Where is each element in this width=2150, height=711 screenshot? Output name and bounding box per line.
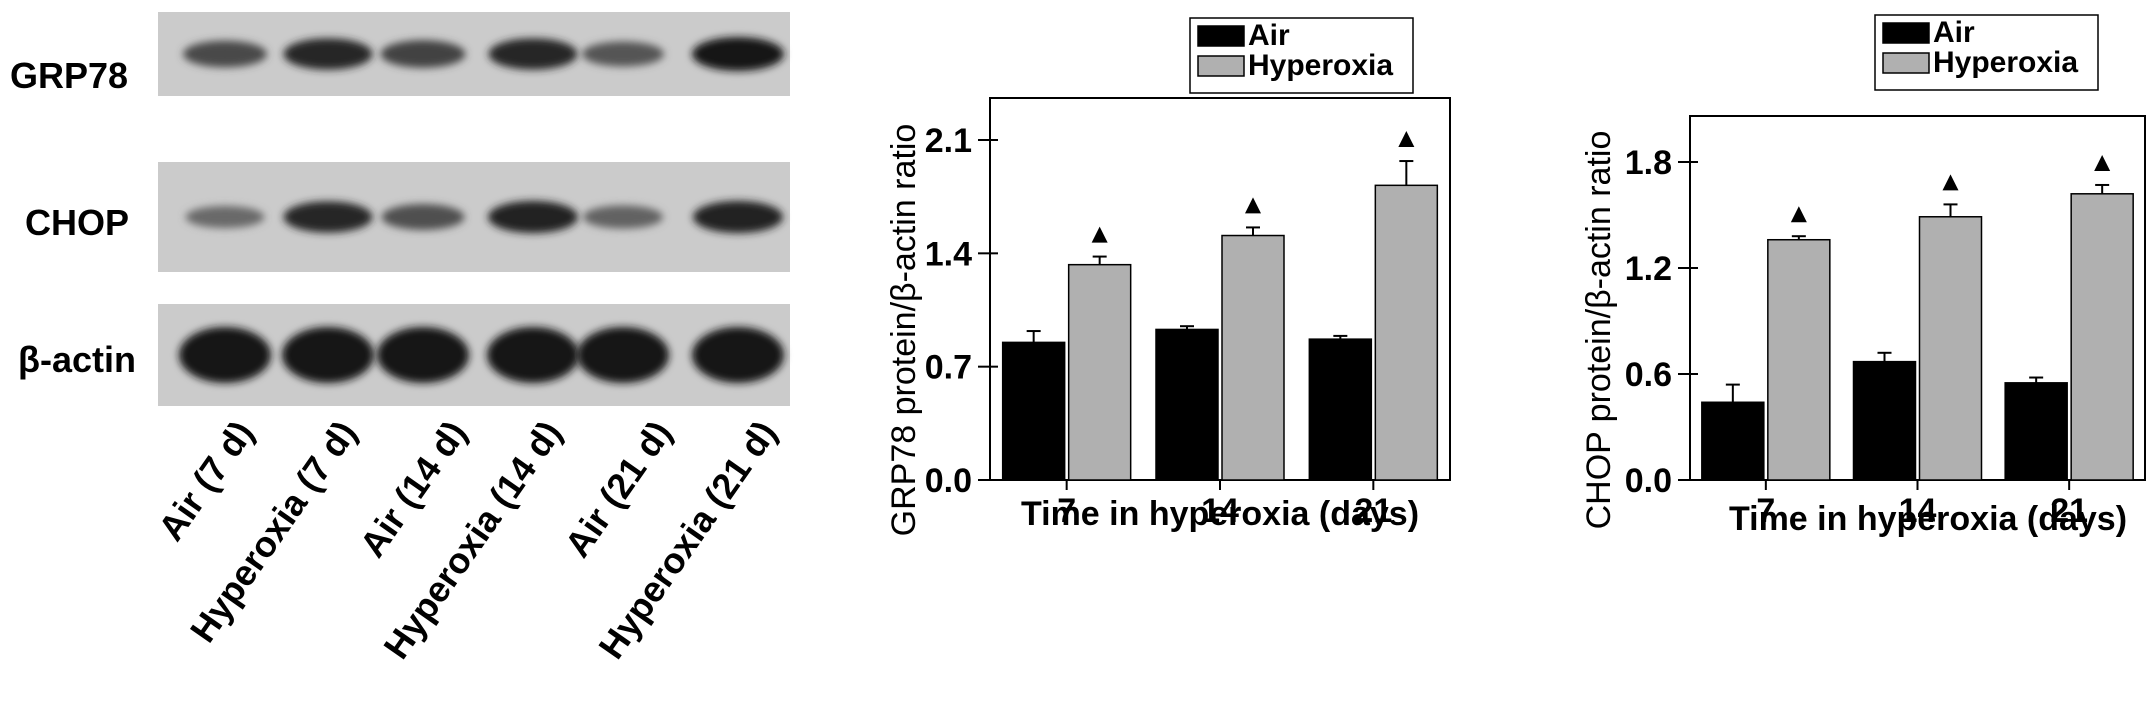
air-bar — [1852, 360, 1917, 481]
x-tick-label: 7 — [1756, 492, 1775, 530]
legend-entry: Hyperoxia — [1933, 46, 2078, 79]
x-tick-label: 21 — [2050, 492, 2088, 530]
blot-band — [577, 327, 669, 383]
y-tick-label: 1.2 — [1625, 250, 1672, 288]
y-tick-label: 0.6 — [1625, 356, 1672, 394]
y-tick-label: 0.0 — [925, 462, 972, 500]
blot-band — [380, 40, 466, 68]
x-axis-label: Time in hyperoxia (days) — [1021, 495, 1419, 533]
legend-swatch — [1882, 52, 1930, 74]
legend-entry: Air — [1248, 19, 1290, 52]
blot-band — [377, 327, 469, 383]
y-axis-label: GRP78 protein/β-actin ratio — [885, 124, 923, 537]
blot-band — [183, 40, 267, 68]
blot-band — [693, 200, 783, 234]
air-bar — [1001, 341, 1066, 481]
hyperoxia-bar — [2070, 193, 2134, 481]
blot-band — [179, 327, 271, 383]
y-tick-label: 0.7 — [925, 349, 972, 387]
hyperoxia-bar — [1374, 184, 1439, 481]
y-tick-label: 0.0 — [1625, 462, 1672, 500]
blot-band — [283, 201, 373, 233]
lane-label: Air (7 d) — [150, 413, 262, 548]
x-tick-label: 21 — [1354, 492, 1392, 530]
blot-band — [487, 327, 579, 383]
blot-row-label: GRP78 — [10, 55, 128, 96]
x-tick-label: 14 — [1201, 492, 1239, 530]
air-bar — [1701, 401, 1765, 481]
legend-swatch — [1197, 25, 1245, 47]
significance-triangle — [1790, 206, 1807, 223]
hyperoxia-bar — [1767, 238, 1831, 481]
blot-band — [282, 327, 374, 383]
blot-row-label: CHOP — [25, 202, 129, 243]
air-bar — [1155, 328, 1219, 481]
legend-swatch — [1882, 22, 1930, 44]
legend-swatch — [1197, 55, 1245, 77]
blot-band — [583, 205, 663, 229]
blot-band — [692, 327, 784, 383]
significance-triangle — [1398, 131, 1415, 148]
x-axis-label: Time in hyperoxia (days) — [1729, 500, 2127, 538]
significance-triangle — [1091, 226, 1108, 243]
blot-band — [488, 38, 578, 70]
y-tick-label: 2.1 — [925, 122, 972, 160]
blot-band — [381, 204, 465, 230]
y-tick-label: 1.4 — [925, 235, 972, 273]
hyperoxia-bar — [1918, 216, 1983, 481]
legend-entry: Hyperoxia — [1248, 49, 1393, 82]
hyperoxia-bar — [1221, 234, 1285, 481]
air-bar — [1308, 338, 1373, 481]
legend-entry: Air — [1933, 16, 1975, 49]
blot-band — [185, 205, 265, 229]
significance-triangle — [2094, 154, 2111, 171]
y-axis-label: CHOP protein/β-actin ratio — [1580, 131, 1618, 530]
blot-band — [488, 200, 578, 234]
air-bar — [2004, 382, 2068, 481]
blot-band — [692, 37, 784, 71]
lane-label: Hyperoxia (14 d) — [375, 413, 569, 666]
blot-band — [283, 38, 373, 70]
y-tick-label: 1.8 — [1625, 144, 1672, 182]
x-tick-label: 7 — [1057, 492, 1076, 530]
significance-triangle — [1942, 174, 1959, 191]
hyperoxia-bar — [1067, 263, 1132, 481]
blot-row-label: β-actin — [18, 339, 136, 380]
significance-triangle — [1245, 197, 1261, 214]
x-tick-label: 14 — [1899, 492, 1937, 530]
blot-band — [582, 41, 664, 67]
